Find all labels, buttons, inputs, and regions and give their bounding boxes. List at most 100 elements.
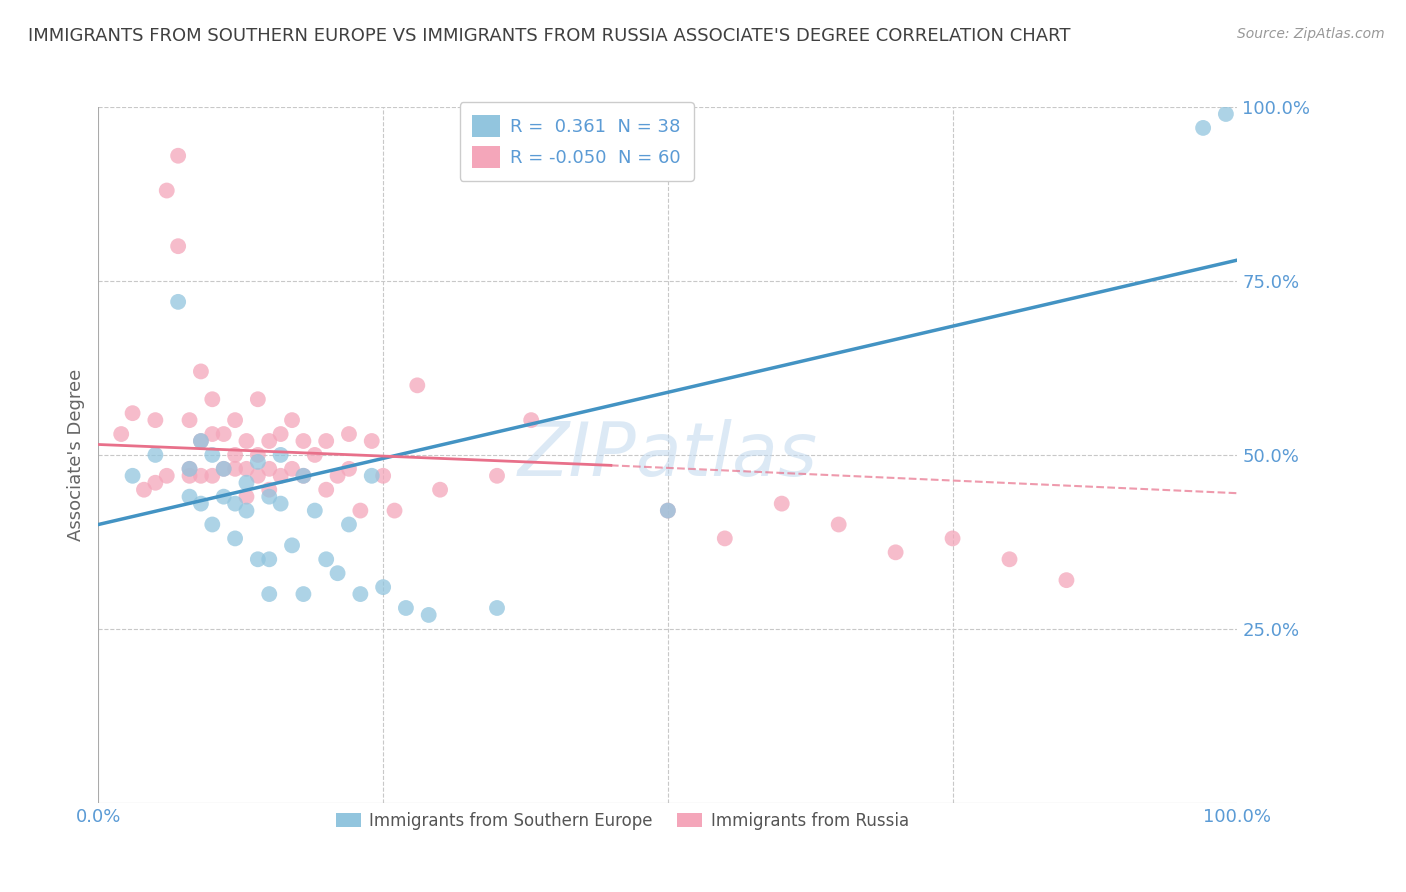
Point xyxy=(337,427,360,442)
Point xyxy=(360,434,382,448)
Point xyxy=(212,462,235,476)
Point xyxy=(1054,573,1078,587)
Point xyxy=(486,468,509,483)
Point xyxy=(315,434,337,448)
Point xyxy=(304,503,326,517)
Point xyxy=(235,475,257,490)
Text: ZIPatlas: ZIPatlas xyxy=(517,419,818,491)
Point xyxy=(224,532,246,546)
Point xyxy=(201,427,224,442)
Point xyxy=(145,413,167,427)
Point xyxy=(212,490,235,504)
Point xyxy=(292,468,315,483)
Point xyxy=(337,517,360,532)
Point xyxy=(121,468,143,483)
Point xyxy=(942,532,965,546)
Point xyxy=(270,497,292,511)
Point xyxy=(190,364,212,378)
Point xyxy=(371,468,394,483)
Point xyxy=(246,468,269,483)
Point xyxy=(292,434,315,448)
Point xyxy=(406,378,429,392)
Point xyxy=(270,427,292,442)
Point xyxy=(201,448,224,462)
Point xyxy=(360,468,382,483)
Point xyxy=(190,468,212,483)
Point xyxy=(349,587,371,601)
Point xyxy=(179,490,201,504)
Point xyxy=(224,462,246,476)
Point xyxy=(395,601,418,615)
Point xyxy=(1192,120,1215,135)
Point xyxy=(326,468,349,483)
Point xyxy=(259,434,281,448)
Point xyxy=(292,468,315,483)
Point xyxy=(281,413,304,427)
Point xyxy=(132,483,155,497)
Text: Source: ZipAtlas.com: Source: ZipAtlas.com xyxy=(1237,27,1385,41)
Point xyxy=(190,434,212,448)
Point xyxy=(349,503,371,517)
Point xyxy=(235,490,257,504)
Point xyxy=(714,532,737,546)
Point xyxy=(281,462,304,476)
Point xyxy=(179,468,201,483)
Text: IMMIGRANTS FROM SOUTHERN EUROPE VS IMMIGRANTS FROM RUSSIA ASSOCIATE'S DEGREE COR: IMMIGRANTS FROM SOUTHERN EUROPE VS IMMIG… xyxy=(28,27,1070,45)
Point xyxy=(167,294,190,309)
Point xyxy=(145,475,167,490)
Point xyxy=(292,587,315,601)
Point xyxy=(246,552,269,566)
Point xyxy=(179,462,201,476)
Point xyxy=(998,552,1021,566)
Point xyxy=(281,538,304,552)
Point xyxy=(259,462,281,476)
Point xyxy=(828,517,851,532)
Point xyxy=(315,552,337,566)
Point xyxy=(520,413,543,427)
Point xyxy=(657,503,679,517)
Point xyxy=(190,434,212,448)
Point xyxy=(201,392,224,407)
Point xyxy=(1215,107,1237,121)
Point xyxy=(337,462,360,476)
Point xyxy=(429,483,451,497)
Point xyxy=(167,239,190,253)
Point xyxy=(156,184,179,198)
Point xyxy=(326,566,349,581)
Point xyxy=(270,468,292,483)
Point xyxy=(246,392,269,407)
Point xyxy=(657,503,679,517)
Point xyxy=(371,580,394,594)
Point xyxy=(212,462,235,476)
Point xyxy=(418,607,440,622)
Point xyxy=(486,601,509,615)
Point xyxy=(224,413,246,427)
Point xyxy=(884,545,907,559)
Point xyxy=(259,552,281,566)
Y-axis label: Associate's Degree: Associate's Degree xyxy=(66,368,84,541)
Point xyxy=(179,462,201,476)
Point xyxy=(270,448,292,462)
Point xyxy=(190,497,212,511)
Point xyxy=(110,427,132,442)
Point xyxy=(235,503,257,517)
Point xyxy=(770,497,793,511)
Point xyxy=(179,413,201,427)
Point xyxy=(384,503,406,517)
Point xyxy=(212,427,235,442)
Point xyxy=(259,587,281,601)
Point xyxy=(259,483,281,497)
Point xyxy=(224,448,246,462)
Point xyxy=(304,448,326,462)
Point xyxy=(201,517,224,532)
Point xyxy=(315,483,337,497)
Point xyxy=(121,406,143,420)
Point xyxy=(167,149,190,163)
Point xyxy=(246,448,269,462)
Point xyxy=(145,448,167,462)
Point xyxy=(259,490,281,504)
Legend: Immigrants from Southern Europe, Immigrants from Russia: Immigrants from Southern Europe, Immigra… xyxy=(326,802,920,839)
Point xyxy=(224,497,246,511)
Point xyxy=(235,434,257,448)
Point xyxy=(201,468,224,483)
